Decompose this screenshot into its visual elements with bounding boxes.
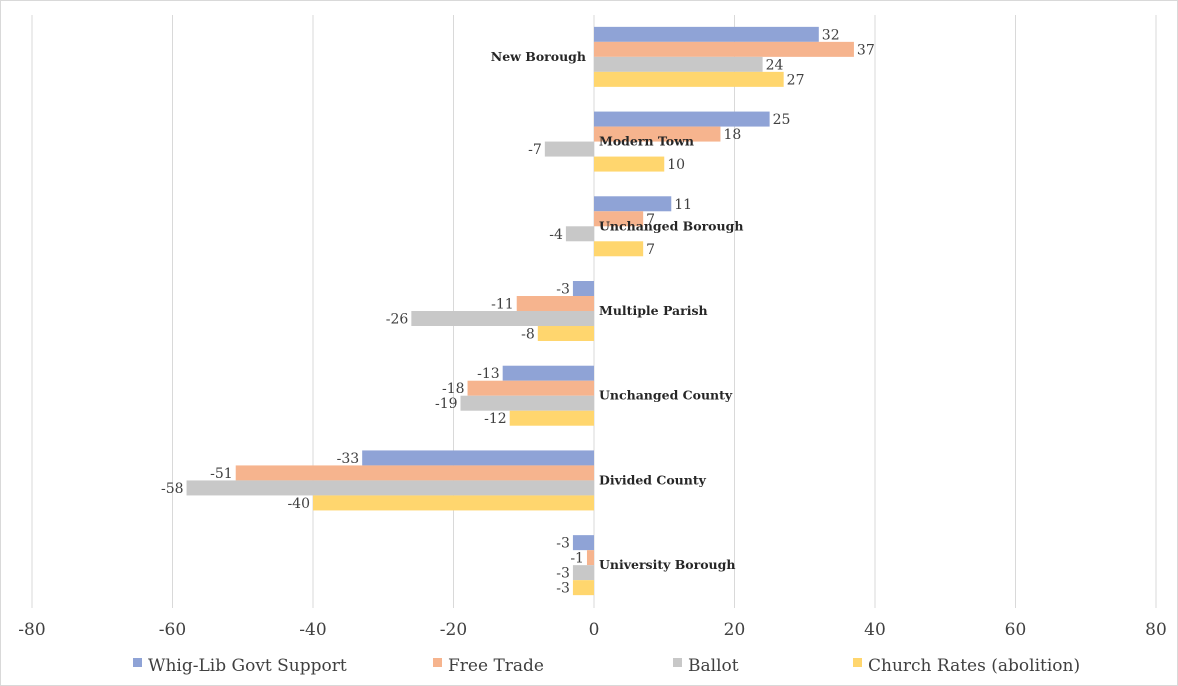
data-label: -13 [477,366,500,382]
bar-unchanged-county-whig-lib-govt-support [502,365,594,381]
legend-item-ballot: Ballot [673,656,739,676]
data-label: -3 [556,536,570,552]
x-tick-label: 60 [1005,620,1027,640]
x-tick-label: -60 [159,620,186,640]
x-tick-label: 20 [724,620,746,640]
legend-item-whig-lib-govt-support: Whig-Lib Govt Support [133,656,347,676]
x-tick-label: -80 [18,620,45,640]
bar-divided-county-free-trade [235,465,594,481]
data-label: -12 [484,411,507,427]
data-label: -58 [161,481,184,497]
category-label: Modern Town [599,134,694,149]
data-label: -8 [521,327,535,343]
data-label: -19 [435,396,458,412]
legend-swatch [673,658,682,667]
category-label: Divided County [599,472,707,487]
bar-multiple-parish-church-rates-abolition [537,326,594,341]
bar-university-borough-church-rates-abolition [572,580,594,596]
bar-university-borough-ballot [572,565,594,581]
data-label: -4 [549,227,563,243]
data-label: 10 [667,157,685,173]
bar-new-borough-whig-lib-govt-support [594,26,819,42]
bar-modern-town-church-rates-abolition [594,156,665,172]
data-label: -11 [491,297,514,313]
x-tick-label: 40 [864,620,886,640]
bars [186,26,854,596]
legend-label: Church Rates (abolition) [868,656,1080,676]
legend-label: Ballot [688,656,739,676]
bar-divided-county-ballot [186,480,595,496]
bar-university-borough-whig-lib-govt-support [572,535,594,551]
data-label: -26 [386,312,409,328]
data-label: 37 [857,42,875,58]
bar-multiple-parish-whig-lib-govt-support [572,281,594,296]
bar-modern-town-free-trade [594,126,721,142]
category-label: University Borough [599,557,735,572]
data-label: 7 [646,212,655,228]
data-labels: 323724272518-710117-47-3-11-26-8-13-18-1… [161,27,875,596]
data-label: 7 [646,242,655,258]
bar-multiple-parish-ballot [411,311,594,326]
bar-unchanged-county-free-trade [467,380,594,396]
bar-new-borough-church-rates-abolition [594,71,784,87]
bar-new-borough-ballot [594,56,763,72]
legend-swatch [133,658,142,667]
data-label: 25 [773,112,791,128]
data-label: -51 [210,466,233,482]
bar-new-borough-free-trade [594,41,854,57]
data-label: 11 [674,197,692,213]
bar-unchanged-borough-whig-lib-govt-support [594,196,672,212]
legend-label: Whig-Lib Govt Support [148,656,347,676]
data-label: -33 [337,451,360,467]
legend-item-church-rates-abolition: Church Rates (abolition) [853,656,1080,676]
x-tick-label: 80 [1145,620,1167,640]
data-label: 27 [787,72,805,88]
data-label: -3 [556,581,570,597]
category-label: New Borough [491,49,586,64]
data-label: -1 [570,551,584,567]
legend-item-free-trade: Free Trade [433,656,544,676]
bar-divided-county-church-rates-abolition [313,495,594,511]
x-tick-label: 0 [589,620,600,640]
bar-unchanged-borough-ballot [565,226,594,242]
legend: Whig-Lib Govt Support Free Trade Ballot Chu… [133,656,1080,676]
bar-unchanged-county-ballot [460,395,594,411]
bar-university-borough-free-trade [586,550,594,566]
bar-multiple-parish-free-trade [516,296,594,311]
category-labels: New Borough Modern Town Unchanged Borough M… [491,49,744,572]
bar-modern-town-ballot [544,141,594,157]
category-label: Multiple Parish [599,303,708,318]
x-axis-ticks: -80 -60 -40 -20 0 20 40 60 80 [18,620,1167,640]
data-label: 24 [766,57,784,73]
data-label: -40 [287,496,310,512]
x-tick-label: -20 [440,620,467,640]
data-label: 32 [822,27,840,43]
legend-label: Free Trade [448,656,544,676]
bar-divided-county-whig-lib-govt-support [362,450,594,466]
x-tick-label: -40 [299,620,326,640]
data-label: -7 [528,142,542,158]
data-label: -3 [556,566,570,582]
data-label: 18 [723,127,741,143]
data-label: -18 [442,381,465,397]
category-label: Unchanged County [599,388,733,403]
legend-swatch [853,658,862,667]
bar-unchanged-county-church-rates-abolition [509,410,594,426]
bar-unchanged-borough-church-rates-abolition [594,241,644,257]
data-label: -3 [556,282,570,298]
bar-modern-town-whig-lib-govt-support [594,111,770,127]
bar-unchanged-borough-free-trade [594,211,644,227]
legend-swatch [433,658,442,667]
category-label: Unchanged Borough [599,218,743,233]
